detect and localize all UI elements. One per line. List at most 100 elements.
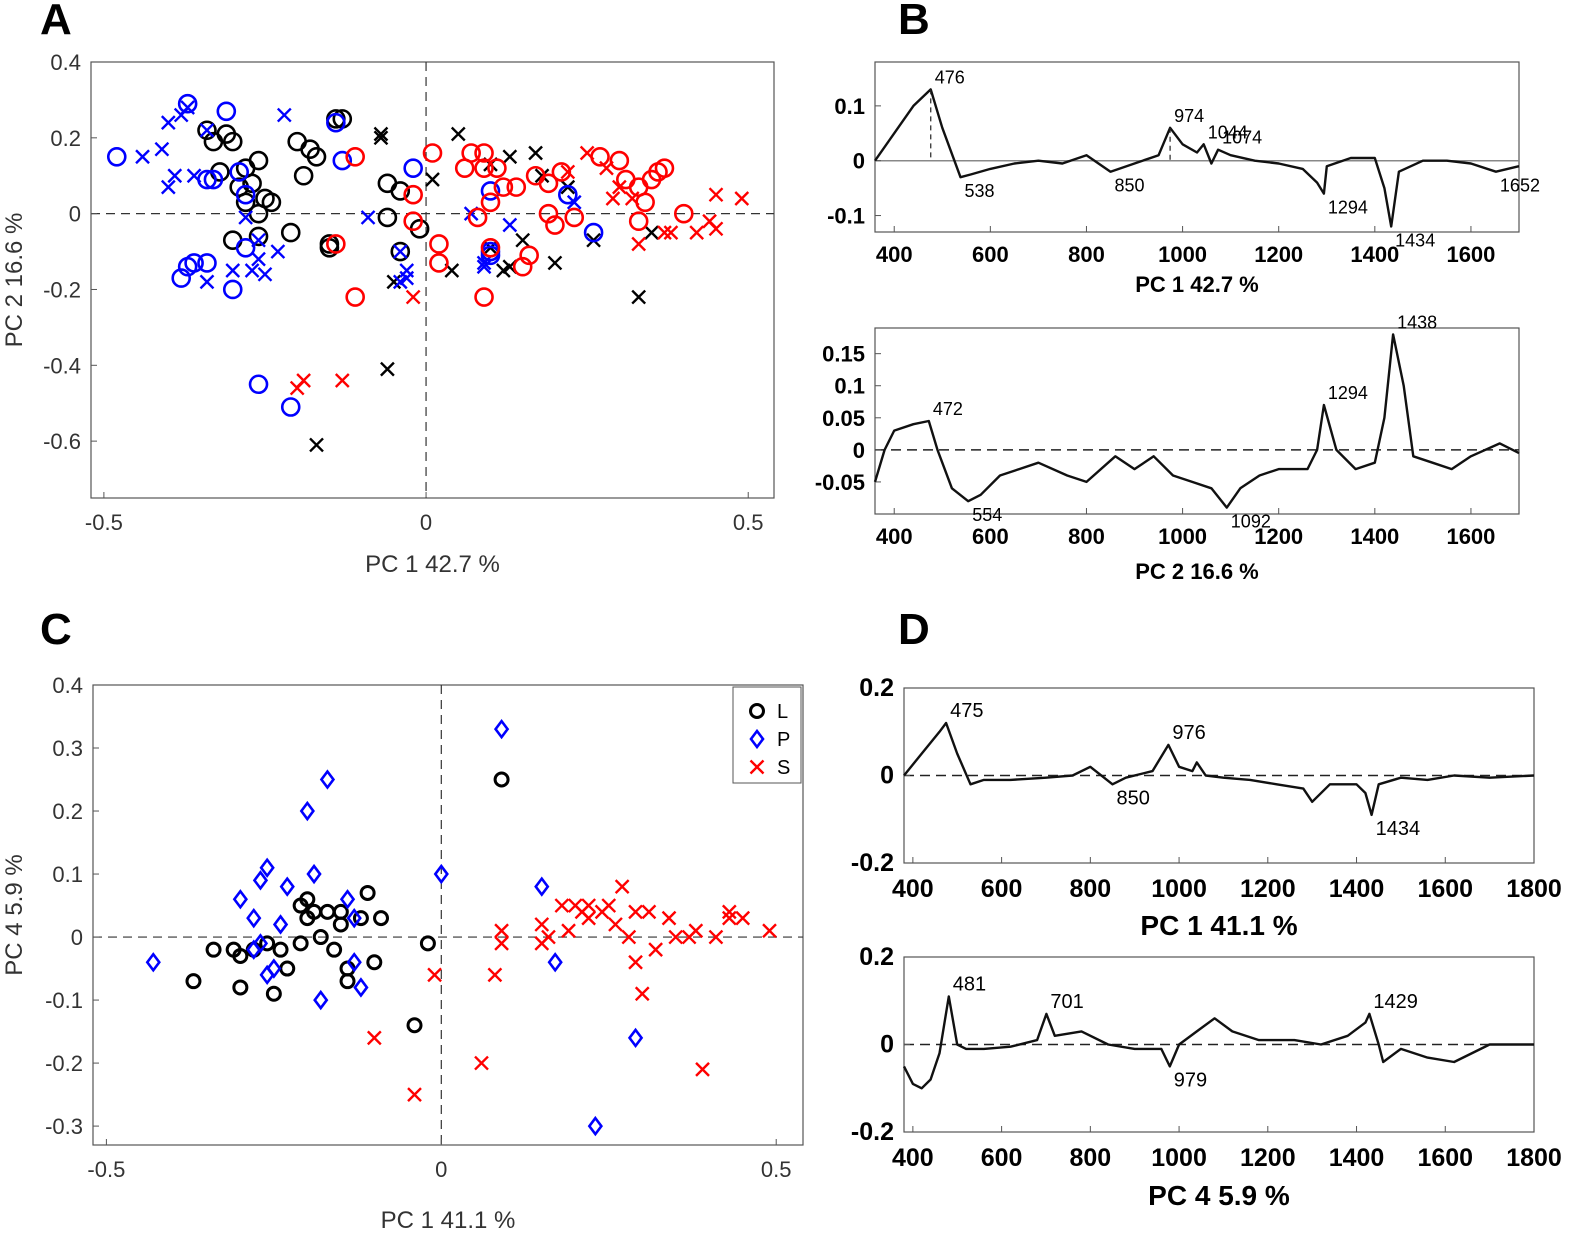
data-point-p [326,112,346,133]
y-tick-label: 0.4 [50,50,81,75]
data-point-p [583,222,604,243]
data-point-l [279,960,296,977]
loading-curve [874,88,1520,228]
chart-b-pc2-loadings: 400 600 800 1000 1200 1400 1600 0.15 0.1 0.05 0 -0.… [815,312,1520,584]
data-point-l [425,172,440,187]
data-point-s [661,910,677,926]
data-point-p [332,150,353,171]
y-tick-label: 0 [853,438,865,463]
data-point-p [106,146,127,167]
peak-label: 1429 [1373,991,1418,1013]
x-tick-label: 800 [1069,875,1111,903]
x-tick-label: 0.5 [733,510,764,535]
peak-label: 476 [935,67,965,87]
data-point-l [306,146,327,167]
data-point-s [605,191,621,206]
x-axis-label: PC 4 5.9 % [1148,1180,1290,1211]
data-point-l [261,192,282,213]
data-point-l [232,979,249,996]
data-point-p [339,889,356,910]
data-point-p [177,256,198,277]
data-point-s [366,1030,382,1046]
x-axis-label: PC 1 42.7 % [365,551,500,578]
data-point-p [251,251,266,267]
data-point-l [272,941,289,958]
data-point-p [216,101,237,122]
data-point-l [185,973,202,990]
x-tick-label: 0 [420,510,432,535]
data-point-l [299,891,316,908]
peak-label: 1652 [1500,176,1540,196]
loading-curve [873,333,1520,509]
data-point-s [494,923,509,939]
x-tick-label: 1400 [1350,524,1399,549]
data-point-l [390,181,411,201]
data-point-s [541,929,556,945]
plot-frame [874,327,1520,515]
chart-a-scatter: -0.5 0 0.5 0.4 0.2 0 -0.2 -0.4 -0.6 PC 1 42.7 % PC… [1,50,775,578]
data-point-s [581,910,597,926]
data-point-s [538,203,559,224]
y-tick-label: 0.2 [52,799,83,824]
data-point-s [403,184,423,205]
x-tick-label: 1800 [1506,875,1562,903]
data-point-l [359,884,376,901]
x-tick-label: 1600 [1417,1144,1473,1172]
data-point-s [581,898,597,913]
data-point-s [608,917,623,932]
x-tick-label: -0.5 [87,1157,125,1182]
data-point-s [534,917,550,932]
x-tick-label: 1000 [1158,524,1207,549]
data-point-s [429,253,449,273]
data-point-s [422,143,443,163]
panel-letter-b: B [898,0,930,44]
y-tick-label: 0.2 [50,126,81,151]
data-point-p [480,181,501,201]
x-tick-label: 1200 [1240,875,1296,903]
data-point-p [270,244,286,259]
x-axis-label: PC 2 16.6 % [1135,559,1259,584]
data-point-s [545,215,565,235]
data-point-l [377,207,398,228]
data-point-p [476,259,492,275]
y-tick-label: -0.2 [45,1051,83,1076]
x-tick-label: 1400 [1350,242,1399,267]
x-tick-label: 1800 [1506,1144,1562,1172]
data-point-p [186,168,202,184]
data-point-p [276,107,292,123]
data-point-s [762,923,777,939]
data-point-s [735,910,751,926]
data-point-p [177,93,198,114]
y-tick-label: -0.2 [43,277,81,302]
data-point-p [160,115,176,131]
data-point-s [689,225,705,240]
data-point-s [474,287,494,307]
data-point-s [654,158,675,178]
data-point-s [405,289,421,305]
peak-label: 475 [950,700,983,722]
data-point-l [419,935,436,952]
data-point-s [564,207,585,228]
data-point-l [292,935,309,952]
x-axis-label: PC 1 41.1 % [381,1207,516,1234]
peak-label: 1092 [1231,512,1271,532]
data-point-s [519,245,539,266]
x-tick-label: 600 [981,875,1023,903]
data-point-s [628,904,643,920]
data-point-p [154,141,170,157]
y-tick-label: -0.4 [43,353,81,378]
x-axis-label: PC 1 41.1 % [1140,910,1297,941]
peak-label: 1438 [1397,312,1437,332]
data-point-l [377,173,398,194]
data-point-p [279,876,295,897]
data-point-l [352,910,369,927]
data-point-s [668,929,684,945]
data-point-s [648,942,663,958]
y-tick-label: 0 [880,1031,894,1059]
plot-frame [90,61,775,499]
data-point-s [601,898,617,913]
data-point-p [251,232,266,248]
data-point-s [635,192,655,213]
data-point-s [612,179,627,195]
data-point-s [345,287,365,307]
